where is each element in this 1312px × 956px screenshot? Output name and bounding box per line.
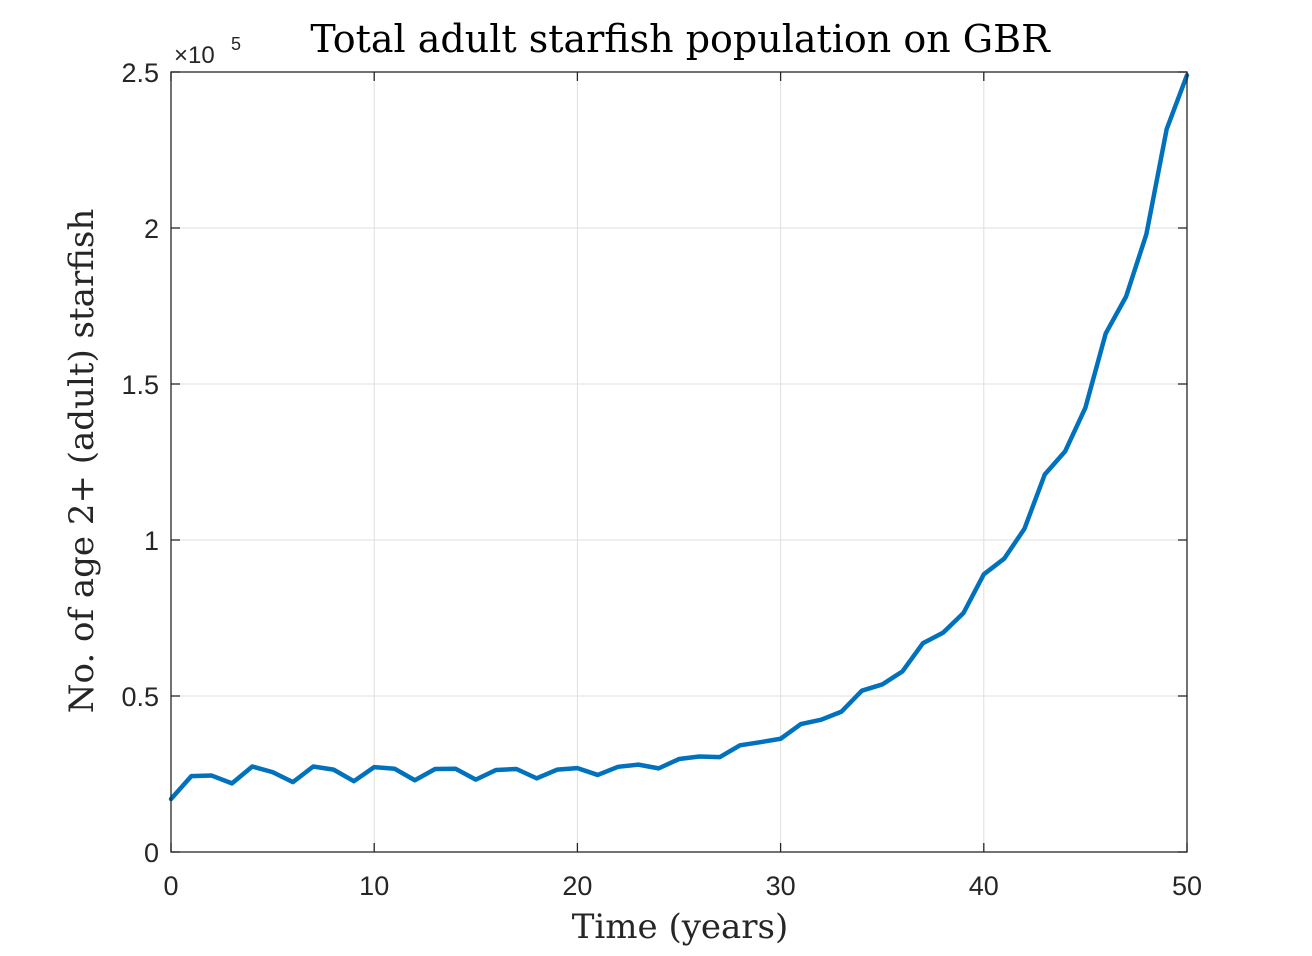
y-tick-label: 1.5 (121, 370, 159, 400)
y-tick-label: 1 (144, 526, 159, 556)
plot-area-frame (170, 71, 1188, 853)
x-tick-label: 30 (766, 871, 796, 901)
grid-lines (170, 71, 1188, 853)
x-tick-label: 40 (969, 871, 999, 901)
x-tick-label: 10 (359, 871, 389, 901)
y-tick-label: 0 (144, 838, 159, 868)
y-tick-label: 2 (144, 214, 159, 244)
chart-title: Total adult starfish population on GBR (310, 17, 1051, 61)
y-axis-label: No. of age 2+ (adult) starfish (62, 209, 102, 713)
x-axis-label: Time (years) (572, 907, 789, 947)
x-tick-label: 20 (562, 871, 592, 901)
y-exponent-label: ×10 5 (174, 34, 241, 69)
ticks: 0 10 20 30 40 50 0 0.5 1 1.5 2 2.5 (121, 58, 1202, 901)
y-tick-label: 2.5 (121, 58, 159, 88)
x-tick-label: 0 (163, 871, 178, 901)
y-exponent-power: 5 (231, 34, 241, 54)
series-line (168, 72, 1190, 802)
y-tick-label: 0.5 (121, 682, 159, 712)
y-exponent-base: ×10 (174, 42, 215, 69)
x-tick-label: 50 (1172, 871, 1202, 901)
